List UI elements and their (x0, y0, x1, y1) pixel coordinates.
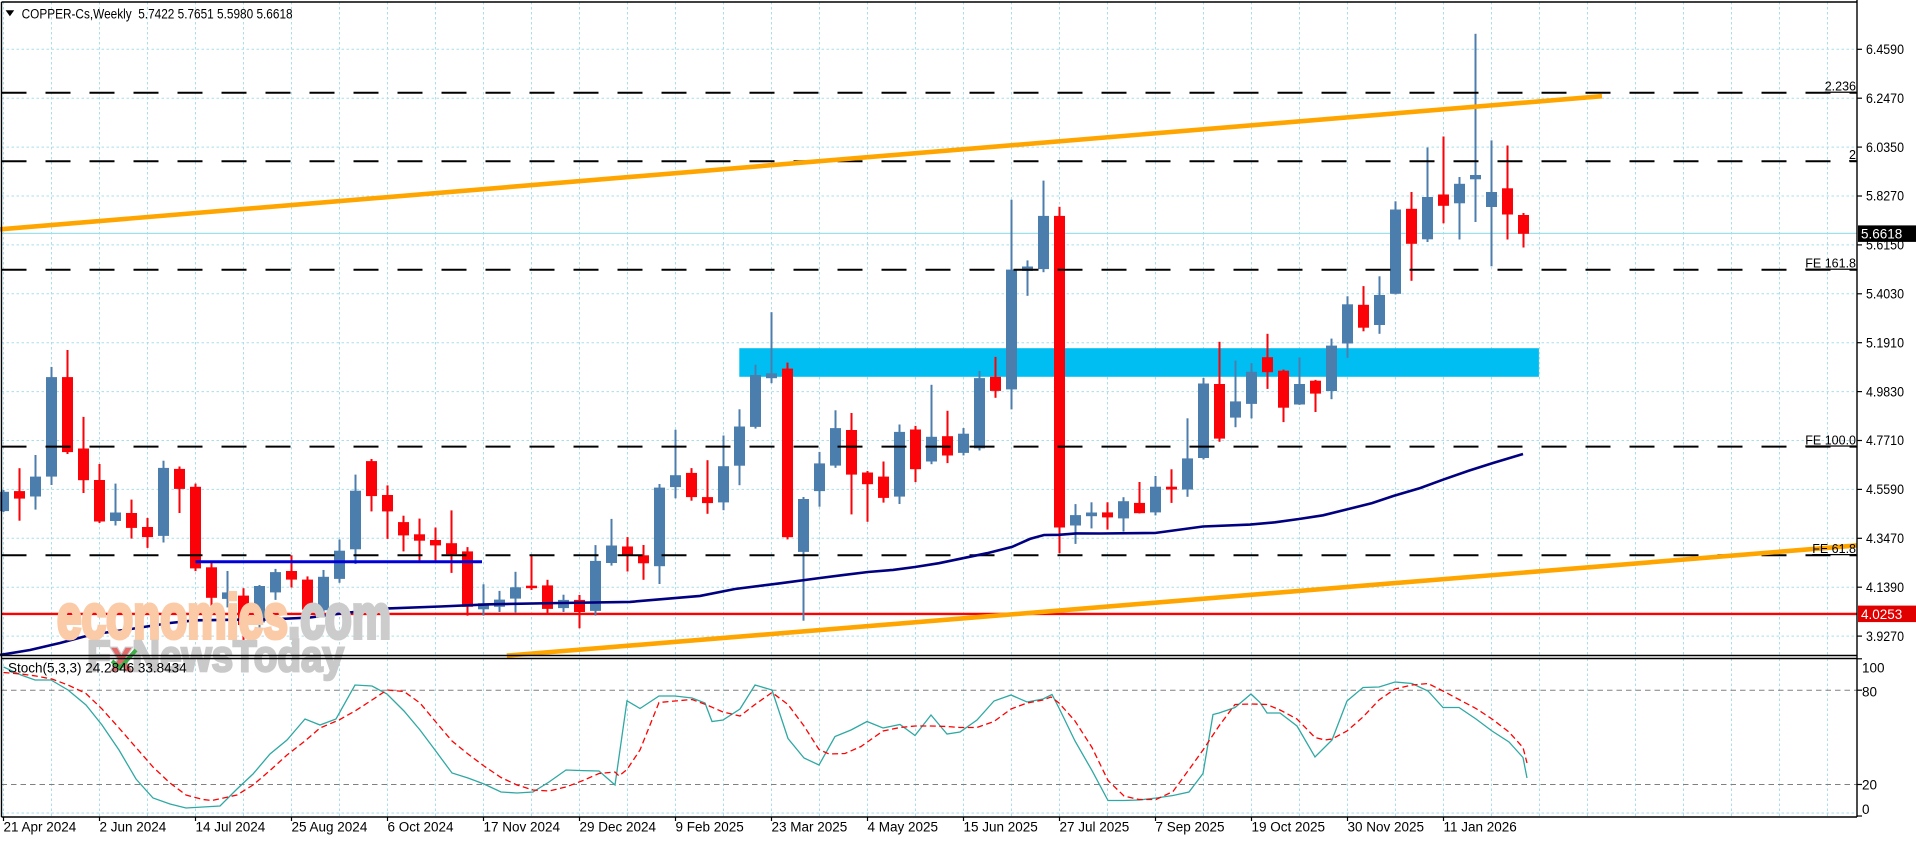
svg-text:FxNewsToday: FxNewsToday (87, 632, 344, 681)
svg-text:COPPER-Cs,Weekly 5.7422 5.765: COPPER-Cs,Weekly 5.7422 5.7651 5.5980 5.… (22, 6, 293, 21)
svg-text:5.6618: 5.6618 (1861, 227, 1902, 242)
svg-text:27 Jul 2025: 27 Jul 2025 (1060, 820, 1130, 835)
svg-text:30 Nov 2025: 30 Nov 2025 (1348, 820, 1425, 835)
svg-text:20: 20 (1862, 778, 1877, 793)
svg-text:15 Jun 2025: 15 Jun 2025 (964, 820, 1038, 835)
svg-text:2.236: 2.236 (1825, 80, 1856, 94)
svg-text:Stoch(5,3,3) 24.2846 33.8434: Stoch(5,3,3) 24.2846 33.8434 (8, 661, 187, 676)
svg-text:FE 100.0: FE 100.0 (1805, 433, 1856, 447)
svg-text:.com: .com (288, 583, 391, 652)
svg-text:80: 80 (1862, 685, 1877, 700)
svg-text:2: 2 (1849, 148, 1856, 162)
svg-text:4.3470: 4.3470 (1866, 531, 1904, 546)
svg-text:17 Nov 2024: 17 Nov 2024 (484, 820, 561, 835)
svg-text:19 Oct 2025: 19 Oct 2025 (1252, 820, 1326, 835)
svg-text:7 Sep 2025: 7 Sep 2025 (1156, 820, 1225, 835)
svg-text:economies: economies (57, 583, 288, 652)
svg-text:FE 61.8: FE 61.8 (1812, 542, 1856, 556)
svg-text:4.0253: 4.0253 (1861, 607, 1902, 622)
svg-text:4.9830: 4.9830 (1866, 384, 1904, 399)
svg-text:23 Mar 2025: 23 Mar 2025 (772, 820, 848, 835)
svg-text:4.5590: 4.5590 (1866, 482, 1904, 497)
svg-text:6.0350: 6.0350 (1866, 140, 1904, 155)
svg-text:5.1910: 5.1910 (1866, 335, 1904, 350)
svg-text:5.4030: 5.4030 (1866, 287, 1904, 302)
svg-text:21 Apr 2024: 21 Apr 2024 (4, 820, 77, 835)
svg-text:4.7710: 4.7710 (1866, 433, 1904, 448)
svg-text:5.8270: 5.8270 (1866, 189, 1904, 204)
svg-text:3.9270: 3.9270 (1866, 629, 1904, 644)
svg-text:9 Feb 2025: 9 Feb 2025 (676, 820, 744, 835)
svg-text:25 Aug 2024: 25 Aug 2024 (292, 820, 368, 835)
svg-text:4 May 2025: 4 May 2025 (868, 820, 939, 835)
svg-text:11 Jan 2026: 11 Jan 2026 (1444, 820, 1517, 835)
svg-text:100: 100 (1862, 661, 1885, 676)
svg-text:6.2470: 6.2470 (1866, 91, 1904, 106)
svg-text:6.4590: 6.4590 (1866, 42, 1904, 57)
svg-text:6 Oct 2024: 6 Oct 2024 (388, 820, 455, 835)
svg-text:FE 161.8: FE 161.8 (1805, 257, 1856, 271)
svg-text:0: 0 (1862, 802, 1870, 817)
svg-text:2 Jun 2024: 2 Jun 2024 (100, 820, 167, 835)
svg-text:29 Dec 2024: 29 Dec 2024 (580, 820, 657, 835)
svg-text:4.1390: 4.1390 (1866, 580, 1904, 595)
svg-text:14 Jul 2024: 14 Jul 2024 (196, 820, 266, 835)
